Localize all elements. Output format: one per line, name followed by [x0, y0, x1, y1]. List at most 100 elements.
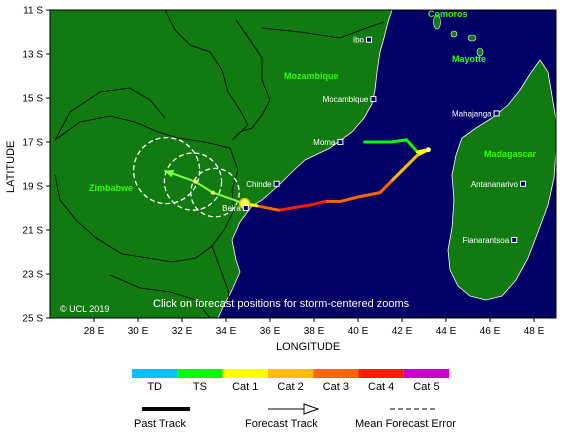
place-marker — [520, 180, 526, 187]
x-tick-label: 34 E — [216, 326, 237, 337]
mean-error-legend-label: Mean Forecast Error — [355, 418, 456, 430]
border-south — [211, 245, 231, 318]
legend-category-label: Cat 1 — [232, 381, 258, 393]
place-marker — [493, 110, 500, 117]
y-tick-label: 23 S — [22, 270, 43, 281]
y-tick-label: 11 S — [23, 6, 43, 17]
y-tick-label: 15 S — [22, 94, 43, 105]
x-tick-label: 48 E — [524, 326, 545, 337]
x-axis-title: LONGITUDE — [276, 341, 340, 353]
x-tick-label: 36 E — [260, 326, 281, 337]
y-axis-title: LATITUDE — [5, 141, 17, 193]
region-label-mayotte: Mayotte — [452, 54, 486, 64]
legend-category-label: Cat 3 — [323, 381, 349, 393]
place-marker — [337, 139, 344, 145]
legend-swatch — [177, 369, 223, 378]
legend-swatch — [132, 369, 178, 378]
track-start-dot — [425, 147, 431, 153]
past-track-legend-label: Past Track — [134, 418, 186, 430]
track-segment — [277, 206, 294, 212]
legend-category-label: Cat 2 — [277, 381, 303, 393]
legend-swatch — [222, 369, 268, 378]
track-segment — [389, 169, 404, 184]
place-label: Mocambique — [323, 95, 369, 104]
map-area[interactable]: Ibo Mocambique Moma Chinde Beira Mahajanga Ant… — [50, 9, 556, 318]
longitude-ticks: 28 E 30 E 32 E 34 E 36 E 38 E 40 E 42 E 44 E 46 E… — [84, 318, 545, 337]
error-circle — [132, 136, 201, 205]
forecast-track-legend-label: Forecast Track — [245, 418, 318, 430]
madagascar — [447, 59, 556, 301]
forecast-point[interactable] — [210, 190, 215, 195]
place-label: Mahajanga — [452, 109, 492, 118]
x-tick-label: 32 E — [172, 326, 193, 337]
legend-category-label: TD — [147, 381, 162, 393]
y-tick-label: 21 S — [22, 226, 43, 237]
place-marker — [273, 180, 280, 187]
y-tick-label: 17 S — [22, 138, 43, 149]
x-tick-label: 28 E — [84, 326, 105, 337]
forecast-point[interactable] — [193, 179, 198, 184]
x-tick-label: 38 E — [304, 326, 325, 337]
african-mainland — [50, 10, 393, 318]
copyright-text: © UCL 2019 — [60, 304, 109, 314]
track-segment — [404, 138, 419, 154]
legend-swatch — [358, 369, 404, 378]
legend-swatch — [313, 369, 359, 378]
legend-category-label: Cat 4 — [368, 381, 394, 393]
place-markers: Ibo Mocambique Moma Chinde Beira Mahajanga Ant… — [222, 36, 526, 245]
past-track-line — [243, 138, 431, 212]
place-label: Chinde — [246, 180, 272, 189]
track-segment — [255, 204, 281, 212]
region-label-mozambique: Mozambique — [284, 71, 339, 81]
border-malawi-east — [235, 19, 271, 133]
comoros-islands — [433, 14, 484, 57]
category-legend: TD TS Cat 1 Cat 2 Cat 3 Cat 4 Cat 5 — [132, 369, 450, 393]
map-frame — [49, 9, 557, 319]
country-borders — [54, 10, 385, 318]
track-segment — [389, 138, 408, 144]
place-label: Antananarivo — [471, 180, 519, 189]
border-lake — [109, 274, 211, 318]
x-tick-label: 44 E — [436, 326, 457, 337]
y-tick-label: 19 S — [22, 182, 43, 193]
track-segment — [400, 153, 419, 173]
border-mozambique-north — [261, 21, 385, 39]
track-segment — [356, 191, 382, 199]
track-legend: Past Track Forecast Track Mean Forecast … — [134, 403, 456, 430]
border-west — [54, 87, 166, 141]
border-malawi-zambia — [164, 10, 249, 141]
track-segment — [338, 195, 360, 203]
mean-forecast-error-circles — [132, 136, 240, 218]
x-tick-label: 42 E — [392, 326, 413, 337]
track-segment — [290, 203, 314, 210]
y-tick-label: 13 S — [22, 50, 43, 61]
forecast-arrow-icon — [164, 169, 175, 178]
forecast-line[interactable] — [164, 169, 246, 205]
legend-category-label: Cat 5 — [413, 381, 439, 393]
y-tick-label: 25 S — [22, 314, 43, 325]
place-marker — [370, 96, 377, 103]
error-circle — [163, 152, 223, 211]
place-marker — [242, 205, 249, 211]
region-label-madagascar: Madagascar — [484, 149, 537, 159]
border-zimbabwe — [54, 115, 239, 263]
track-segment — [378, 180, 393, 195]
x-tick-label: 40 E — [348, 326, 369, 337]
legend-swatch — [267, 369, 314, 378]
place-label: Beira — [222, 204, 241, 213]
place-label: Fianarantsoa — [462, 236, 509, 245]
place-label: Moma — [313, 138, 336, 147]
place-label: Ibo — [353, 36, 365, 45]
x-tick-label: 30 E — [128, 326, 149, 337]
place-marker — [366, 36, 372, 43]
legend-swatch — [403, 369, 450, 378]
legend-category-label: TS — [193, 381, 207, 393]
arrow-head-icon — [303, 403, 320, 415]
region-label-zimbabwe: Zimbabwe — [89, 183, 133, 193]
latitude-ticks: 11 S 13 S 15 S 17 S 19 S 21 S 23 S 25 S — [22, 6, 50, 325]
x-tick-label: 46 E — [480, 326, 501, 337]
track-segment — [310, 199, 327, 207]
click-instruction: Click on forecast positions for storm-ce… — [153, 298, 410, 310]
region-label-comoros: Comoros — [428, 9, 468, 19]
